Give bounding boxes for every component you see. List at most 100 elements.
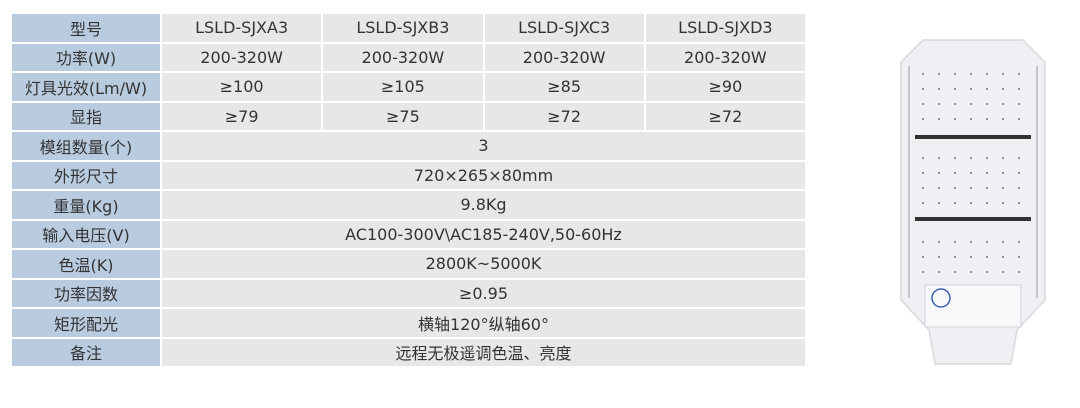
cell: ≥85 [484,73,644,101]
led-dot [938,187,940,189]
cell: 200-320W [162,43,322,71]
cell: ≥0.95 [162,279,805,307]
led-dot [986,241,988,243]
led-dot [986,187,988,189]
led-dot [922,202,924,204]
led-dot [938,157,940,159]
led-dot [970,73,972,75]
cell: 200-320W [645,43,805,71]
cell: 200-320W [484,43,644,71]
cell: ≥72 [484,102,644,130]
led-dot [938,256,940,258]
led-dot [986,202,988,204]
row-label: 输入电压(V) [12,220,160,248]
led-dot [922,256,924,258]
heat-sink-slot [915,217,1031,221]
row-label: 重量(Kg) [12,191,160,219]
led-dot [970,202,972,204]
led-dot [922,103,924,105]
led-dot [1002,103,1004,105]
certification-seal-icon [931,288,951,308]
led-dot [1002,118,1004,120]
led-dot [922,88,924,90]
row-label: 外形尺寸 [12,161,160,189]
led-dot [970,187,972,189]
led-dot [1002,202,1004,204]
led-dot [938,241,940,243]
led-dot [1018,256,1020,258]
led-dot [970,256,972,258]
led-dot [954,88,956,90]
led-dot [970,271,972,273]
table-row: 功率(W) 200-320W 200-320W 200-320W 200-320… [12,43,805,71]
led-dot [1018,157,1020,159]
row-label: 矩形配光 [12,309,160,337]
led-dot [1018,241,1020,243]
led-dot [954,187,956,189]
row-label: 功率(W) [12,43,160,71]
led-dot [970,118,972,120]
led-dot [954,241,956,243]
cell: 9.8Kg [162,191,805,219]
led-dot [954,172,956,174]
heat-sink-slot [915,135,1031,139]
led-dot [922,157,924,159]
cell: 200-320W [323,43,483,71]
led-dot [1018,88,1020,90]
led-dot [1018,118,1020,120]
led-dot [1002,172,1004,174]
led-dot [1002,187,1004,189]
led-dot [986,271,988,273]
cell: ≥72 [645,102,805,130]
table-row: 功率因数 ≥0.95 [12,279,805,307]
led-dot [986,88,988,90]
cell: ≥79 [162,102,322,130]
row-label: 备注 [12,338,160,366]
led-dot [1018,103,1020,105]
led-dot [954,157,956,159]
cell: ≥75 [323,102,483,130]
led-dot [1002,73,1004,75]
led-dot [986,256,988,258]
led-dot [938,88,940,90]
led-dot [922,118,924,120]
led-dot [954,103,956,105]
table-row: 显指 ≥79 ≥75 ≥72 ≥72 [12,102,805,130]
row-label: 显指 [12,102,160,130]
led-dot [922,73,924,75]
led-dot [922,271,924,273]
table-row: 模组数量(个) 3 [12,132,805,160]
table-row: 矩形配光 横轴120°纵轴60° [12,309,805,337]
led-dot [954,202,956,204]
table-row: 色温(K) 2800K~5000K [12,250,805,278]
led-dot [1018,187,1020,189]
led-dot [970,241,972,243]
led-dot [970,88,972,90]
led-dot [1002,241,1004,243]
led-dot [922,172,924,174]
led-dot [938,172,940,174]
led-dot [922,187,924,189]
model-cell: LSLD-SJXD3 [645,14,805,42]
cell: ≥105 [323,73,483,101]
led-dot [1018,202,1020,204]
table-row: 重量(Kg) 9.8Kg [12,191,805,219]
cell: 3 [162,132,805,160]
table-row: 外形尺寸 720×265×80mm [12,161,805,189]
led-dot [970,172,972,174]
row-label: 灯具光效(Lm/W) [12,73,160,101]
led-dot [1002,256,1004,258]
led-dot [970,103,972,105]
cell: 远程无极遥调色温、亮度 [162,338,805,366]
cell: 720×265×80mm [162,161,805,189]
led-dot [1002,271,1004,273]
led-dot [954,118,956,120]
model-cell: LSLD-SJXC3 [484,14,644,42]
model-cell: LSLD-SJXA3 [162,14,322,42]
street-lamp-image [900,39,1046,365]
row-label: 型号 [12,14,160,42]
cell: ≥100 [162,73,322,101]
led-dot [1018,172,1020,174]
product-label [924,284,1022,328]
table-row: 备注 远程无极遥调色温、亮度 [12,338,805,366]
